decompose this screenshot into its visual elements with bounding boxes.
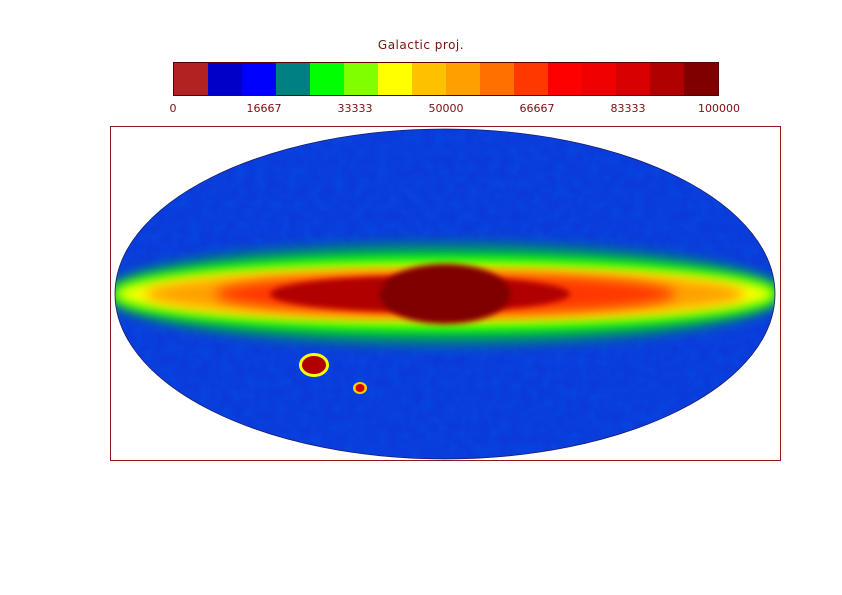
colorbar-swatch-8 [446,63,480,95]
colorbar-tick-labels: 0 16667 33333 50000 66667 83333 100000 [0,102,842,116]
sky-map-layer [115,129,775,459]
plot-frame [110,126,781,461]
colorbar-swatch-0 [174,63,208,95]
colorbar-swatch-7 [412,63,446,95]
colorbar-tick-label: 66667 [519,102,555,115]
colorbar-tick-label: 50000 [428,102,464,115]
colorbar-swatch-6 [378,63,412,95]
large-magellanic-cloud [302,356,326,374]
small-magellanic-cloud [355,384,365,392]
colorbar-swatch-15 [684,63,718,95]
map-outline [114,128,776,460]
chart-title: Galactic proj. [377,38,465,52]
colorbar-tick-label: 0 [169,102,177,115]
colorbar-tick-label: 16667 [246,102,282,115]
galactic-center-bulge [380,264,510,324]
colorbar-tick-label: 83333 [610,102,646,115]
colorbar-tick-label: 100000 [698,102,740,115]
colorbar-swatch-5 [344,63,378,95]
colorbar-swatch-3 [276,63,310,95]
colorbar-swatch-11 [548,63,582,95]
colorbar-tick-label: 33333 [337,102,373,115]
colorbar-swatch-1 [208,63,242,95]
colorbar [173,62,719,96]
colorbar-swatch-13 [616,63,650,95]
colorbar-swatch-10 [514,63,548,95]
colorbar-swatch-4 [310,63,344,95]
colorbar-swatch-2 [242,63,276,95]
colorbar-swatch-9 [480,63,514,95]
colorbar-swatch-14 [650,63,684,95]
colorbar-swatch-12 [582,63,616,95]
